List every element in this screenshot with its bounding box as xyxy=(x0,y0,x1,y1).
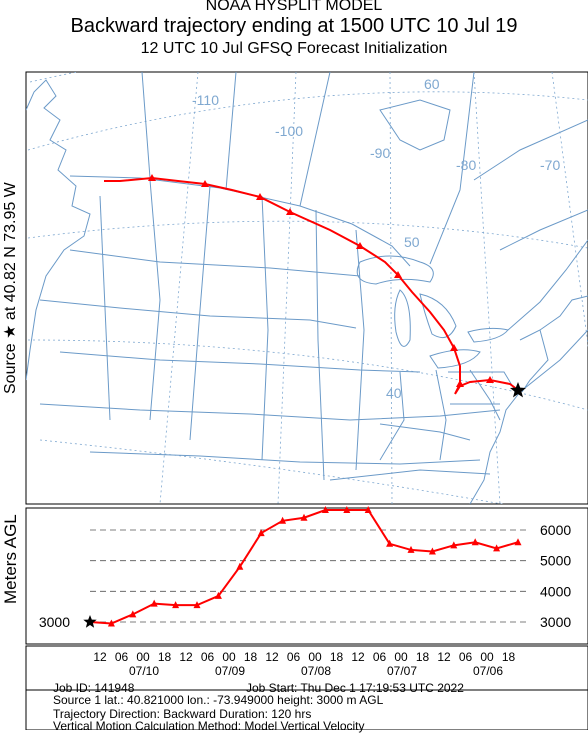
x-tick-label: 06 xyxy=(373,650,387,664)
y-tick-label: 3000 xyxy=(540,614,571,630)
height-point xyxy=(386,539,394,547)
x-tick-label: 06 xyxy=(459,650,473,664)
longitude-label: -90 xyxy=(370,145,390,161)
trajectory-line xyxy=(104,176,519,395)
page-title: Backward trajectory ending at 1500 UTC 1… xyxy=(70,15,518,37)
info-frame xyxy=(25,689,588,730)
x-tick-label: 18 xyxy=(502,650,516,664)
height-point xyxy=(364,506,372,513)
height-point xyxy=(279,516,287,524)
y-tick-label: 4000 xyxy=(540,583,571,599)
latitude-label: 40 xyxy=(386,385,402,401)
x-tick-label: 00 xyxy=(308,650,322,664)
longitude-label: -80 xyxy=(456,157,476,173)
star-icon xyxy=(510,382,526,398)
height-point xyxy=(407,545,415,553)
y-tick-label: 5000 xyxy=(540,553,571,569)
x-tick-label: 12 xyxy=(437,650,451,664)
longitude-label: -70 xyxy=(540,157,560,173)
x-tick-label: 06 xyxy=(201,650,215,664)
trajectory-markers xyxy=(148,174,494,387)
x-tick-label: 18 xyxy=(330,650,344,664)
height-point xyxy=(321,506,329,513)
x-tick-label: 18 xyxy=(244,650,258,664)
x-tick-label: 06 xyxy=(287,650,301,664)
height-point xyxy=(428,547,436,555)
height-series xyxy=(83,506,522,628)
height-point xyxy=(493,544,501,552)
height-point xyxy=(193,601,201,609)
height-point xyxy=(471,538,479,546)
graticule xyxy=(27,72,588,504)
page-subtitle: 12 UTC 10 Jul GFSQ Forecast Initializati… xyxy=(140,40,448,57)
date-label: 07/08 xyxy=(301,664,331,678)
x-tick-label: 00 xyxy=(136,650,150,664)
vertical-motion: Vertical Motion Calculation Method: Mode… xyxy=(53,719,365,733)
longitude-label: -110 xyxy=(192,92,219,108)
height-point xyxy=(214,591,222,599)
date-label: 07/06 xyxy=(473,664,503,678)
longitude-label: -100 xyxy=(275,123,303,139)
date-label: 07/07 xyxy=(387,664,417,678)
job-id: Job ID: 141948 xyxy=(53,681,135,695)
height-point xyxy=(129,610,137,618)
x-tick-label: 12 xyxy=(179,650,193,664)
date-label: 07/09 xyxy=(215,664,245,678)
y-tick-label: 6000 xyxy=(540,522,571,538)
height-tick-labels: 6000 5000 4000 3000 xyxy=(540,522,571,630)
x-tick-label: 12 xyxy=(265,650,279,664)
height-point xyxy=(236,562,244,570)
height-point xyxy=(257,529,265,537)
latitude-label: 50 xyxy=(404,234,420,250)
latitude-label: 60 xyxy=(424,76,440,92)
trajectory-direction: Trajectory Direction: Backward Duration:… xyxy=(53,707,312,721)
job-start: Job Start: Thu Dec 1 17:19:53 UTC 2022 xyxy=(246,681,464,695)
height-point xyxy=(343,506,351,513)
star-icon xyxy=(83,615,97,628)
map-frame xyxy=(25,71,588,505)
x-tick-label: 00 xyxy=(222,650,236,664)
x-tick-label: 00 xyxy=(480,650,494,664)
date-labels: 07/10 07/09 07/08 07/07 07/06 xyxy=(129,664,503,678)
height-point xyxy=(514,538,522,546)
x-tick-label: 12 xyxy=(93,650,107,664)
x-tick-label: 18 xyxy=(416,650,430,664)
x-tick-label: 06 xyxy=(115,650,129,664)
political-boundaries xyxy=(26,72,588,504)
height-point xyxy=(300,513,308,521)
x-tick-label: 18 xyxy=(158,650,172,664)
x-tick-label: 12 xyxy=(351,650,365,664)
x-tick-label: 00 xyxy=(394,650,408,664)
model-name: NOAA HYSPLIT MODEL xyxy=(205,0,383,14)
time-tick-labels: 12 06 00 18 12 06 00 18 12 06 00 18 12 06 00 18 12 06 00 18 xyxy=(93,650,515,664)
source-info: Source 1 lat.: 40.821000 lon.: -73.94900… xyxy=(53,693,384,707)
source-height-label: 3000 xyxy=(39,614,70,630)
height-panel-frame xyxy=(25,507,588,645)
height-gridlines xyxy=(90,529,530,623)
date-label: 07/10 xyxy=(129,664,159,678)
height-point xyxy=(107,619,115,627)
height-point xyxy=(172,601,180,609)
height-point xyxy=(150,599,158,607)
height-point xyxy=(450,541,458,549)
